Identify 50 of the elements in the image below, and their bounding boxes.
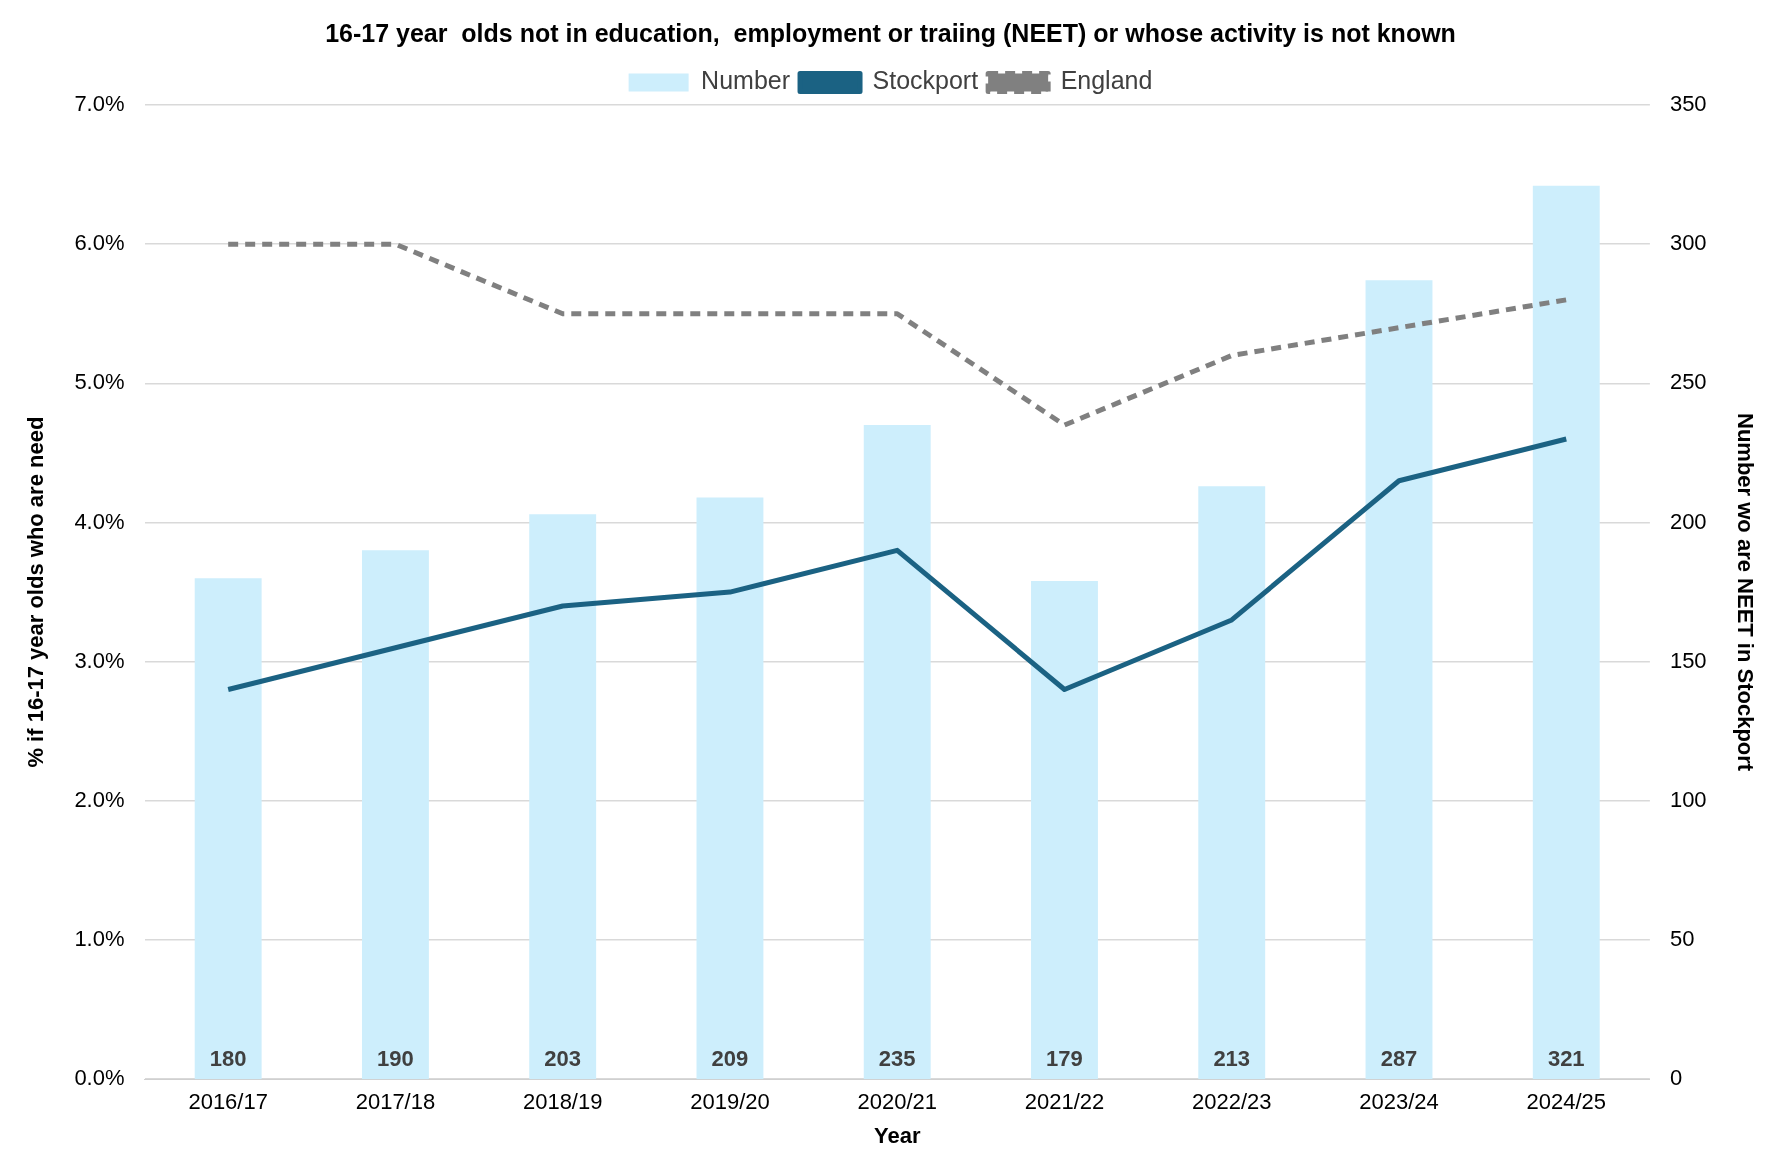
bar <box>1031 580 1098 1080</box>
y2-tick-label: 150 <box>1669 647 1707 673</box>
y2-tick-label: 200 <box>1669 508 1707 534</box>
bar <box>194 578 262 1080</box>
y2-tick-label: 350 <box>1669 91 1707 117</box>
x-tick-label: 2016/17 <box>188 1089 268 1115</box>
x-tick-label: 2019/20 <box>690 1089 770 1115</box>
y-tick-label: 1.0% <box>74 926 125 952</box>
legend-label: England <box>1060 66 1153 95</box>
y2-tick-label: 50 <box>1669 926 1695 952</box>
bar <box>529 514 597 1080</box>
x-tick-label: 2024/25 <box>1526 1089 1607 1115</box>
chart-title: 16-17 year olds not in education, employment or traiing (NEET) or whose activity is not known <box>325 18 1456 47</box>
y-tick-label: 5.0% <box>74 369 125 395</box>
legend-label: Stockport <box>872 66 979 95</box>
y-tick-label: 0.0% <box>74 1065 125 1091</box>
y-tick-label: 3.0% <box>74 647 125 673</box>
bar <box>863 425 931 1080</box>
y2-tick-label: 0 <box>1669 1065 1683 1091</box>
x-tick-label: 2017/18 <box>355 1089 436 1115</box>
x-tick-label: 2018/19 <box>522 1089 603 1115</box>
y-tick-label: 7.0% <box>74 91 125 117</box>
x-tick-label: 2022/23 <box>1191 1089 1272 1115</box>
bar <box>1365 280 1433 1080</box>
data-label: 203 <box>544 1046 582 1072</box>
bar <box>1532 185 1600 1080</box>
data-label: 213 <box>1213 1046 1251 1072</box>
bar <box>361 550 429 1080</box>
y-axis-title: % if 16-17 year olds who are need <box>23 416 49 768</box>
y-tick-label: 6.0% <box>74 230 125 256</box>
data-label: 180 <box>209 1046 247 1072</box>
y2-tick-label: 250 <box>1669 369 1707 395</box>
data-label: 287 <box>1380 1046 1418 1072</box>
data-label: 209 <box>711 1046 749 1072</box>
y2-axis-title: Number wo are NEET in Stockport <box>1732 413 1758 772</box>
x-tick-label: 2021/22 <box>1024 1089 1105 1115</box>
legend-label: Number <box>701 66 791 95</box>
bar <box>696 497 764 1080</box>
data-label: 321 <box>1547 1046 1585 1072</box>
y-tick-label: 4.0% <box>74 508 125 534</box>
y-tick-label: 2.0% <box>74 786 125 812</box>
x-axis-title: Year <box>873 1122 921 1148</box>
y2-tick-label: 100 <box>1669 786 1707 812</box>
bar <box>1198 486 1266 1080</box>
y2-tick-label: 300 <box>1669 230 1707 256</box>
x-tick-label: 2020/21 <box>857 1089 937 1115</box>
x-tick-label: 2023/24 <box>1359 1089 1439 1115</box>
data-label: 235 <box>878 1046 916 1072</box>
data-label: 190 <box>377 1046 414 1072</box>
data-label: 179 <box>1046 1046 1083 1072</box>
